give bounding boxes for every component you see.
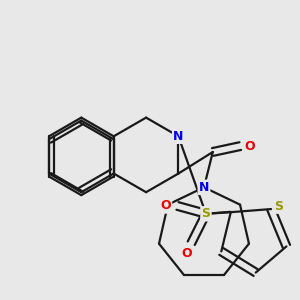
Text: N: N — [173, 130, 184, 143]
Text: O: O — [181, 247, 192, 260]
Text: O: O — [160, 200, 171, 212]
Text: S: S — [201, 207, 210, 220]
Text: N: N — [199, 181, 209, 194]
Text: S: S — [274, 200, 284, 213]
Text: O: O — [245, 140, 255, 153]
